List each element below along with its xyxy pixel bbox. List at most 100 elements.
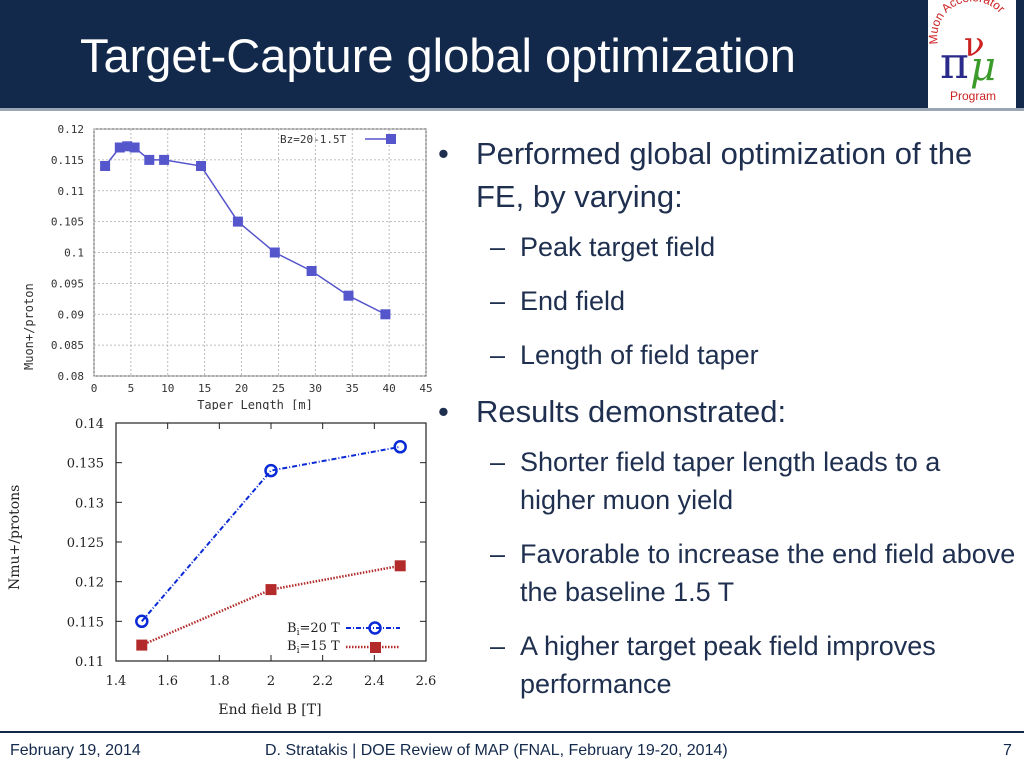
chart1-x-tick-label: 0 xyxy=(91,382,98,395)
sub-bullet-dash: – xyxy=(490,447,506,477)
footer-divider xyxy=(0,731,1024,733)
bullet-item: • Performed global optimization of the FE… xyxy=(436,132,1016,218)
chart1-y-tick-label: 0.095 xyxy=(51,277,84,290)
chart2-x-tick-label: 1.4 xyxy=(106,674,127,689)
chart1-data-point xyxy=(100,161,111,171)
chart2-data-point-20T xyxy=(393,440,407,454)
chart2-y-tick-label: 0.135 xyxy=(67,457,104,472)
chart1-data-point xyxy=(122,141,133,152)
chart1-y-tick-label: 0.115 xyxy=(51,154,84,167)
chart2-series-15T-line xyxy=(141,564,401,647)
chart2-legend-marker-20T xyxy=(368,621,382,635)
chart1-x-axis-label: Taper Length [m] xyxy=(197,398,313,410)
chart1-y-tick-label: 0.1 xyxy=(64,247,84,260)
footer-date: February 19, 2014 xyxy=(10,742,141,759)
sub-bullet-text: Shorter field taper length leads to a hi… xyxy=(520,447,941,515)
chart2-x-tick-label: 2.2 xyxy=(312,674,333,689)
bullet-list: • Performed global optimization of the FE… xyxy=(436,132,1016,719)
sub-bullet-item: – End field xyxy=(436,282,1016,320)
chart1-data-point xyxy=(196,161,206,171)
chart2-y-tick-label: 0.14 xyxy=(75,417,104,432)
chart2-legend: Bi=20 T Bi=15 T xyxy=(287,621,400,656)
chart1-data-point xyxy=(159,154,170,165)
logo-graphic: Muon Accelerator π ν μ Program xyxy=(926,0,1008,103)
sub-bullet-item: – Length of field taper xyxy=(436,336,1016,374)
chart1-x-tick-label: 15 xyxy=(198,382,211,395)
sub-bullet-dash: – xyxy=(490,539,506,569)
chart1-y-tick-label: 0.11 xyxy=(58,185,85,198)
bullet-dot: • xyxy=(438,136,449,171)
chart2-legend-label-20T: Bi=20 T xyxy=(287,621,340,638)
sub-bullet-dash: – xyxy=(490,340,506,370)
chart2-x-tick-label: 1.6 xyxy=(157,674,178,689)
chart1-data-point xyxy=(129,142,140,153)
sub-bullet-item: – Peak target field xyxy=(436,228,1016,266)
chart1-y-axis-label: Muon+/proton xyxy=(22,283,36,370)
chart2-x-tick-label: 2 xyxy=(267,674,275,689)
chart1-legend: Bz=20-1.5T xyxy=(280,133,396,146)
chart1-data-point xyxy=(380,309,391,320)
sub-bullet-text: Peak target field xyxy=(520,232,716,262)
chart2-x-tick-label: 2.6 xyxy=(416,674,436,689)
chart1-y-tick-label: 0.08 xyxy=(58,370,85,383)
page-number: 7 xyxy=(1003,742,1012,759)
chart2-x-tick-label: 2.4 xyxy=(364,674,385,689)
chart2-y-axis-label: Nmu+/protons xyxy=(7,485,23,590)
logo-mu-glyph: μ xyxy=(970,44,996,90)
chart2-x-tick-label: 1.8 xyxy=(209,674,230,689)
chart2-data-point-15T xyxy=(394,560,406,572)
chart2-x-axis-label: End field B [T] xyxy=(218,702,321,718)
chart1-x-tick-label: 25 xyxy=(272,382,285,395)
chart1-y-tick-label: 0.12 xyxy=(58,123,85,136)
header-bar xyxy=(0,0,1024,108)
sub-bullet-text: End field xyxy=(520,286,626,316)
chart1-legend-marker xyxy=(386,134,396,144)
chart1-x-tick-label: 45 xyxy=(419,382,432,395)
chart1-y-tick-label: 0.09 xyxy=(58,308,85,321)
chart2-legend-marker-15T xyxy=(370,642,381,653)
logo-pi-glyph: π xyxy=(940,38,969,89)
chart1-y-tick-label: 0.105 xyxy=(51,216,84,229)
slide-title: Target-Capture global optimization xyxy=(80,29,796,82)
chart2-data-point-20T xyxy=(135,614,149,629)
bullet-item: • Results demonstrated: xyxy=(436,390,1016,433)
chart2-y-tick-label: 0.13 xyxy=(75,496,104,511)
chart1-x-tick-label: 20 xyxy=(235,382,248,395)
sub-bullet-text: Favorable to increase the end field abov… xyxy=(520,539,1016,607)
sub-bullet-item: – Favorable to increase the end field abo… xyxy=(436,535,1016,611)
chart1-x-tick-label: 30 xyxy=(309,382,322,395)
chart2-y-ticks: 0.11 0.115 0.12 0.125 0.13 0.135 0.14 xyxy=(67,417,426,670)
header-divider xyxy=(0,108,1024,111)
sub-bullet-dash: – xyxy=(490,232,506,262)
sub-bullet-dash: – xyxy=(490,286,506,316)
chart1-y-ticks: 0.08 0.085 0.09 0.095 0.1 0.105 0.11 0.115 0.12 xyxy=(51,123,84,383)
chart1-legend-label: Bz=20-1.5T xyxy=(280,133,347,146)
chart1-x-tick-label: 40 xyxy=(382,382,395,395)
chart2-data-point-15T xyxy=(265,584,277,596)
chart1-data-point xyxy=(114,142,125,153)
footer-citation: D. Stratakis | DOE Review of MAP (FNAL, … xyxy=(265,742,728,759)
chart2-data-point-15T xyxy=(136,639,148,651)
sub-bullet-dash: – xyxy=(490,631,506,661)
taper-length-chart: 0.080.0850.090.0950.10.1050.110.1150.12 … xyxy=(22,123,433,410)
chart2-y-tick-label: 0.11 xyxy=(75,655,104,670)
chart1-data-point xyxy=(232,216,243,227)
map-logo: Muon Accelerator π ν μ Program xyxy=(926,0,1016,108)
chart2-y-tick-label: 0.12 xyxy=(75,576,104,591)
bullet-dot: • xyxy=(438,394,449,429)
logo-bottom-text: Program xyxy=(950,89,996,103)
chart2-legend-label-15T: Bi=15 T xyxy=(287,639,340,656)
chart1-data-point xyxy=(306,266,317,276)
chart2-y-tick-label: 0.125 xyxy=(67,536,104,551)
logo-nu-glyph: ν xyxy=(964,25,985,65)
chart1-x-ticks: 0 5 10 15 20 25 30 35 40 45 xyxy=(91,382,433,395)
sub-bullet-item: – Shorter field taper length leads to a h… xyxy=(436,443,1016,519)
bullet-text: Performed global optimization of the FE,… xyxy=(476,136,973,214)
sub-bullet-item: – A higher target peak field improves per… xyxy=(436,627,1016,703)
chart2-points xyxy=(135,440,407,651)
sub-bullet-text: Length of field taper xyxy=(520,340,759,370)
chart2-x-ticks: 1.4 1.6 1.8 2 2.2 2.4 2.6 xyxy=(106,423,436,689)
chart1-y-tick-label: 0.085 xyxy=(51,339,84,352)
chart1-x-tick-label: 10 xyxy=(161,382,174,395)
